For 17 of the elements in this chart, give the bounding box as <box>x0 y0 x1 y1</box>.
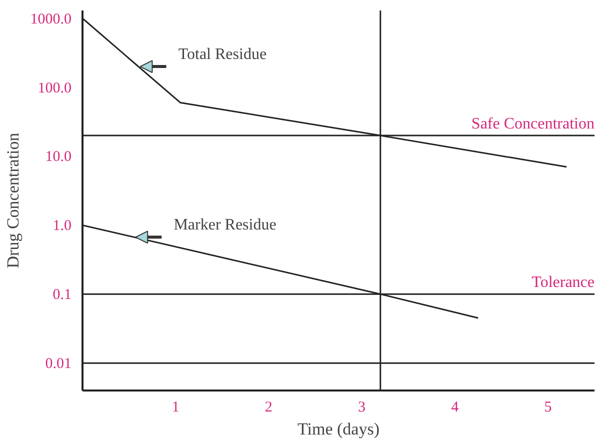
y-tick-label: 0.1 <box>52 287 72 304</box>
annotation: Marker Residue <box>174 216 276 234</box>
y-tick-label: 1.0 <box>52 218 72 234</box>
x-tick-label: 5 <box>544 400 552 416</box>
x-tick-label: 4 <box>451 400 460 416</box>
y-tick-label: 100.0 <box>38 80 72 96</box>
annotation: Total Residue <box>178 46 267 64</box>
ref-line-label: Safe Concentration <box>471 115 595 132</box>
x-axis-title: Time (days) <box>297 420 380 438</box>
y-axis-title: Drug Concentration <box>3 132 22 268</box>
y-tick-label: 1000.0 <box>30 11 72 28</box>
y-tick-label: 0.01 <box>45 356 72 372</box>
x-tick-label: 3 <box>358 400 366 416</box>
x-tick-label: 2 <box>264 400 272 416</box>
ref-line-label: Tolerance <box>532 274 595 292</box>
y-tick-label: 10.0 <box>45 149 72 166</box>
x-tick-label: 1 <box>172 400 180 416</box>
